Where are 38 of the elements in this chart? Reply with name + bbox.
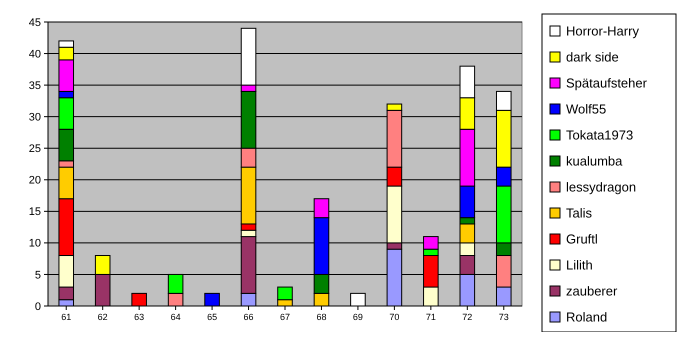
y-tick-label: 25 — [28, 143, 41, 156]
legend-label: Tokata1973 — [566, 128, 634, 143]
x-tick-label: 66 — [244, 312, 254, 322]
x-tick-label: 72 — [462, 312, 472, 322]
y-tick-label: 5 — [34, 269, 41, 282]
x-tick-label: 71 — [426, 312, 436, 322]
y-tick-label: 20 — [28, 174, 41, 187]
bar — [350, 292, 366, 306]
bar — [204, 292, 220, 306]
legend-label: Talis — [566, 206, 593, 221]
legend-label: dark side — [566, 50, 619, 65]
legend-label: Gruftl — [566, 232, 598, 247]
x-tick-label: 73 — [498, 312, 509, 322]
x-tick-label: 70 — [389, 312, 400, 322]
y-tick-label: 15 — [28, 206, 41, 218]
legend-label: lessydragon — [566, 180, 636, 195]
y-tick-label: 40 — [28, 48, 41, 60]
x-tick-label: 61 — [61, 312, 72, 322]
legend-label: Horror-Harry — [566, 24, 640, 39]
legend-label: kualumba — [566, 154, 624, 169]
x-tick-label: 65 — [207, 312, 218, 322]
y-tick-label: 10 — [28, 238, 41, 250]
legend-label: Lilith — [566, 258, 593, 273]
legend-label: Spätaufsteher — [566, 76, 648, 91]
legend-label: Roland — [566, 310, 608, 325]
y-tick-label: 0 — [34, 300, 41, 313]
y-tick-label: 35 — [28, 80, 41, 92]
bar — [131, 292, 147, 306]
x-tick-label: 69 — [352, 312, 363, 322]
x-tick-label: 62 — [98, 312, 108, 322]
legend-label: zauberer — [566, 284, 618, 299]
x-tick-label: 63 — [134, 312, 144, 322]
y-tick-label: 45 — [28, 16, 41, 29]
x-tick-label: 64 — [170, 312, 181, 322]
x-tick-label: 68 — [316, 312, 326, 322]
legend-label: Wolf55 — [566, 102, 606, 117]
x-tick-label: 67 — [280, 312, 290, 322]
y-tick-label: 30 — [28, 112, 41, 124]
